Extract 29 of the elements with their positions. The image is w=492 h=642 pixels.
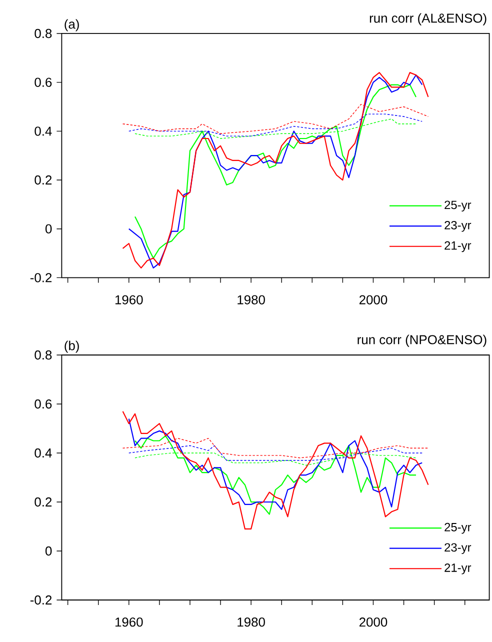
legend-label: 23-yr [444,220,472,232]
x-tick-label: 2000 [359,618,388,627]
y-tick-label: 0.8 [34,28,52,38]
chart-title: run corr (NPO&ENSO) [358,334,486,347]
x-tick-label: 1960 [115,295,143,304]
y-tick-label: 0.6 [34,399,52,409]
y-tick-label: -0.2 [30,273,52,282]
x-tick-label: 1980 [238,295,265,304]
y-tick-label: 0.4 [34,126,52,136]
legend-label: 23-yr [444,543,472,554]
chart-title: run corr (AL&ENSO) [370,13,486,26]
line-series [134,435,417,515]
y-tick-label: 0 [45,224,52,234]
legend-label: 21-yr [444,241,472,252]
y-tick-label: 0.8 [34,350,52,360]
text: (a) [64,19,79,32]
y-tick-label: 0.4 [34,448,52,458]
y-tick-label: 0.2 [34,497,52,507]
x-tick-label: 2000 [359,295,388,304]
text: (b) [64,340,79,353]
x-tick-label: 1960 [115,618,143,627]
y-tick-label: 0.6 [34,78,52,87]
y-tick-label: 0 [45,546,52,556]
y-tick-label: 0.2 [34,175,52,185]
x-tick-label: 1980 [238,618,265,627]
legend-label: 21-yr [444,563,472,574]
y-tick-label: -0.2 [30,595,52,605]
legend-label: 25-yr [444,200,472,212]
legend-label: 25-yr [444,522,472,534]
